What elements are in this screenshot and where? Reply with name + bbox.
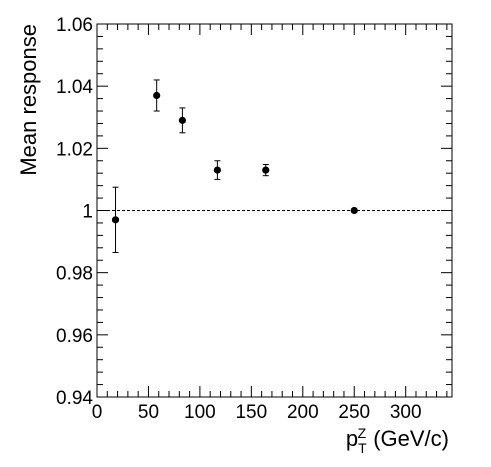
data-point xyxy=(350,206,358,215)
x-tick-label: 50 xyxy=(138,402,159,423)
data-point xyxy=(178,107,187,134)
x-tick-label: 300 xyxy=(390,402,422,423)
tick-labels: 0 50 100 150 200 250 300 0.94 0.96 0.98 1 1.02 1.04 1… xyxy=(56,15,422,423)
x-axis-title-superscript: Z xyxy=(358,425,367,441)
data-marker xyxy=(350,206,358,215)
x-tick-label: 100 xyxy=(184,402,216,423)
data-marker xyxy=(178,116,187,124)
x-axis-title: pTZ (GeV/c) xyxy=(346,425,449,456)
y-tick-label: 0.96 xyxy=(56,326,93,347)
x-axis-title-subscript: T xyxy=(358,440,367,456)
y-tick-label: 1.04 xyxy=(56,77,93,98)
x-tick-label: 0 xyxy=(92,402,103,423)
x-tick-label: 150 xyxy=(235,402,267,423)
y-tick-label: 0.94 xyxy=(56,388,93,409)
x-axis-title-unit: (GeV/c) xyxy=(373,426,449,451)
data-point xyxy=(213,160,221,180)
data-points xyxy=(111,79,358,253)
y-axis-title: Mean response xyxy=(16,24,41,176)
y-tick-label: 1.02 xyxy=(56,139,93,160)
data-marker xyxy=(153,91,161,100)
data-marker xyxy=(213,166,221,174)
y-tick-label: 1 xyxy=(82,202,93,223)
y-tick-label: 0.98 xyxy=(56,264,93,285)
data-point xyxy=(111,186,120,253)
x-axis-title-base: p xyxy=(346,426,358,451)
data-point xyxy=(153,79,161,112)
data-marker xyxy=(262,166,270,174)
y-tick-label: 1.06 xyxy=(56,15,93,36)
data-point xyxy=(262,163,270,177)
x-tick-label: 200 xyxy=(287,402,319,423)
data-marker xyxy=(111,216,120,224)
x-tick-label: 250 xyxy=(338,402,370,423)
